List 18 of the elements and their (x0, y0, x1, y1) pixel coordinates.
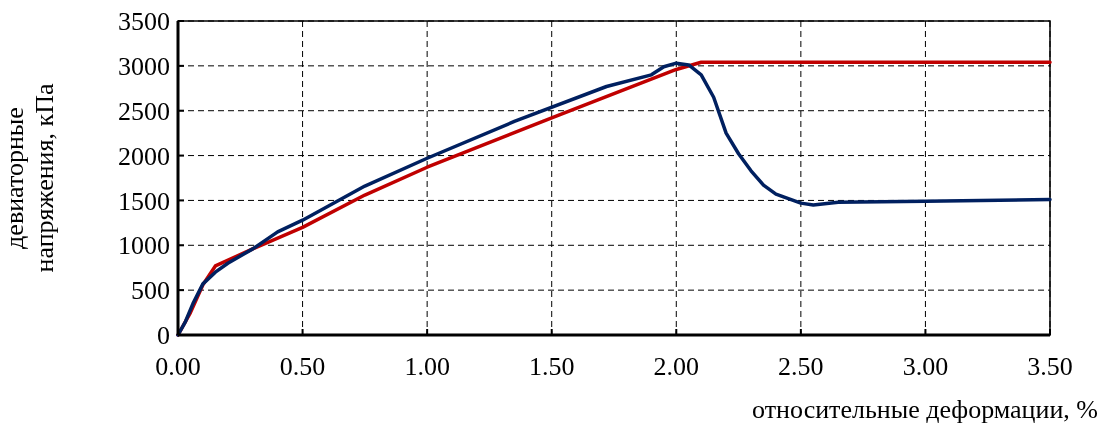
y-tick-label: 1000 (118, 231, 170, 261)
y-tick-label: 3500 (118, 7, 170, 37)
x-tick-label: 2.50 (778, 352, 824, 381)
x-tick-label: 1.50 (528, 352, 575, 381)
y-tick-label: 3000 (118, 51, 170, 81)
x-tick-label: 0.00 (155, 352, 201, 381)
x-tick-label: 1.00 (404, 352, 450, 381)
y-tick-label: 2500 (118, 96, 170, 126)
y-tick-label: 0 (157, 321, 170, 351)
x-tick-label: 3.00 (902, 352, 949, 381)
y-axis-title: девиаторные напряжения, кПа (0, 83, 59, 273)
y-tick-label: 1500 (118, 186, 170, 216)
y-tick-label: 2000 (118, 141, 170, 171)
x-axis-title: относительные деформации, % (752, 395, 1098, 424)
x-tick-label: 3.50 (1027, 352, 1073, 381)
x-tick-label: 0.50 (279, 352, 326, 381)
y-tick-label: 500 (131, 276, 170, 306)
x-tick-label: 2.00 (653, 352, 700, 381)
